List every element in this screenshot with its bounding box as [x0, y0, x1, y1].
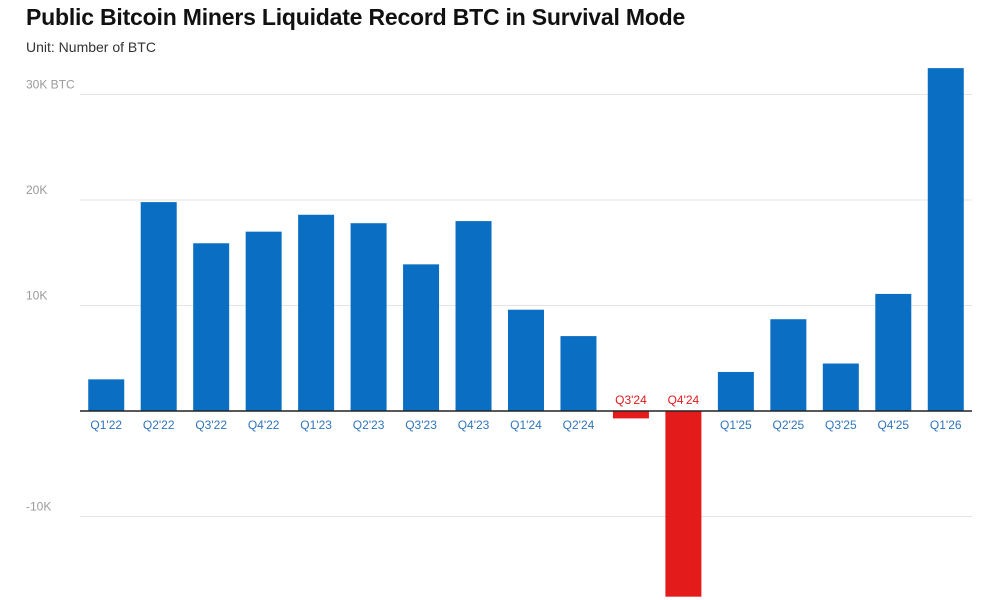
x-tick-label: Q2'24 [563, 418, 595, 432]
x-tick-label: Q3'22 [195, 418, 227, 432]
x-tick-label: Q3'25 [825, 418, 857, 432]
x-tick-label: Q1'26 [930, 418, 962, 432]
y-tick-label: 10K [26, 289, 47, 303]
chart-subtitle: Unit: Number of BTC [26, 39, 156, 55]
x-tick-label: Q3'24 [615, 393, 647, 407]
x-tick-label: Q4'23 [458, 418, 490, 432]
x-tick-label: Q1'25 [720, 418, 752, 432]
x-tick-label: Q1'24 [510, 418, 542, 432]
x-tick-label: Q2'23 [353, 418, 385, 432]
bar [298, 214, 335, 411]
x-tick-label: Q2'25 [773, 418, 805, 432]
bar [665, 411, 702, 597]
bar [875, 293, 912, 411]
bar [927, 68, 964, 411]
bar [612, 411, 649, 419]
x-tick-label: Q4'22 [248, 418, 280, 432]
bar [455, 221, 492, 411]
bar [403, 264, 440, 411]
x-tick-label: Q3'23 [405, 418, 437, 432]
x-tick-label: Q4'25 [877, 418, 909, 432]
y-tick-label: 20K [26, 183, 47, 197]
x-tick-label: Q4'24 [668, 393, 700, 407]
x-tick-label: Q2'22 [143, 418, 175, 432]
bar [140, 202, 177, 411]
y-tick-label: 30K BTC [26, 78, 75, 92]
bar [560, 336, 597, 411]
chart-title: Public Bitcoin Miners Liquidate Record B… [26, 4, 686, 30]
bar [193, 243, 230, 411]
bar [508, 309, 544, 411]
x-tick-label: Q1'23 [300, 418, 332, 432]
bar [88, 379, 125, 411]
bar [245, 231, 282, 411]
x-tick-label: Q1'22 [90, 418, 122, 432]
bar [822, 363, 859, 411]
bar [770, 319, 807, 411]
bar [350, 223, 387, 411]
y-tick-label: -10K [26, 500, 51, 514]
bar [717, 371, 754, 411]
